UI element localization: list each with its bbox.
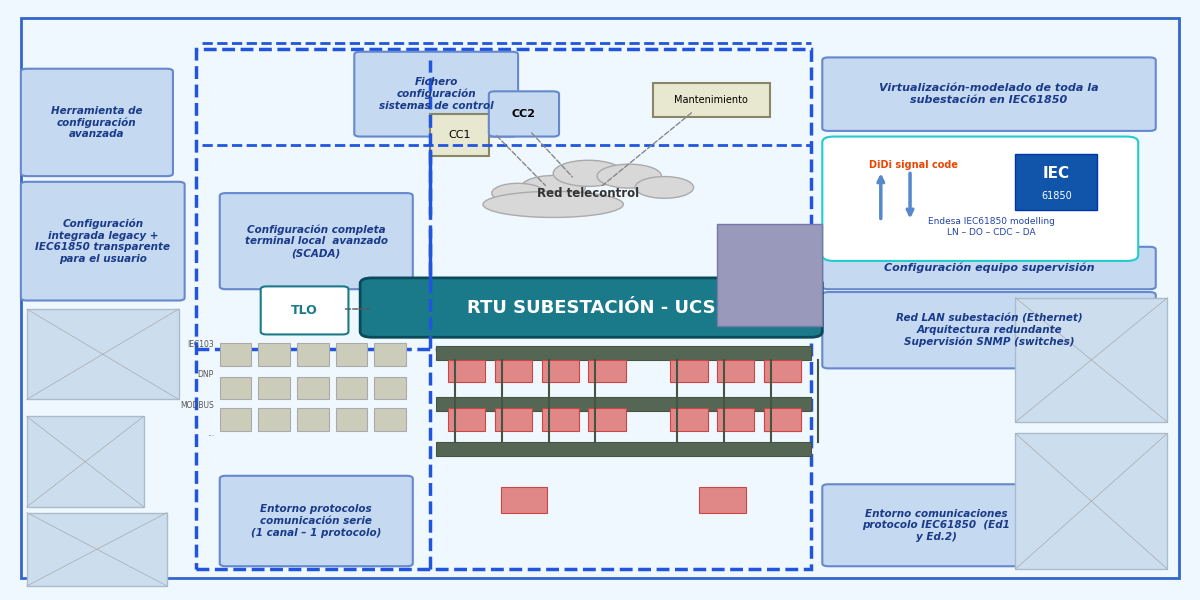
Bar (500, 487, 547, 512)
Text: ...: ... (206, 429, 214, 438)
Bar (718, 408, 755, 431)
Bar (220, 377, 251, 400)
Bar (220, 343, 251, 365)
Text: CC2: CC2 (512, 109, 536, 119)
Ellipse shape (598, 164, 661, 188)
Bar (220, 408, 251, 431)
Text: Red telecontrol: Red telecontrol (538, 187, 640, 200)
Bar (764, 360, 802, 382)
Bar (258, 343, 290, 365)
Bar (26, 512, 167, 586)
Bar (718, 224, 822, 326)
Text: Configuración
integrada legacy +
IEC61850 transparente
para el usuario: Configuración integrada legacy + IEC6185… (35, 218, 170, 264)
Bar (336, 343, 367, 365)
FancyBboxPatch shape (360, 278, 822, 337)
Text: Entorno protocolos
comunicación serie
(1 canal – 1 protocolo): Entorno protocolos comunicación serie (1… (251, 505, 382, 538)
Bar (588, 360, 625, 382)
FancyBboxPatch shape (354, 52, 518, 137)
Text: TLO: TLO (292, 304, 318, 317)
Text: DNP: DNP (198, 370, 214, 379)
Bar (448, 360, 485, 382)
FancyBboxPatch shape (220, 476, 413, 566)
Bar (336, 377, 367, 400)
Text: Herramienta de
configuración
avanzada: Herramienta de configuración avanzada (52, 106, 143, 139)
Text: Entorno comunicaciones
protocolo IEC61850  (Ed1
y Ed.2): Entorno comunicaciones protocolo IEC6185… (863, 509, 1010, 542)
FancyBboxPatch shape (822, 247, 1156, 289)
Bar (764, 408, 802, 431)
Bar (437, 346, 811, 360)
Bar (1015, 433, 1168, 569)
Bar (671, 360, 708, 382)
Bar (258, 377, 290, 400)
Bar (258, 408, 290, 431)
Bar (26, 416, 144, 507)
Bar (718, 360, 755, 382)
FancyBboxPatch shape (488, 91, 559, 137)
Text: Fichero
configuración
sistemas de control: Fichero configuración sistemas de contro… (379, 77, 493, 111)
Text: 61850: 61850 (1040, 191, 1072, 201)
Text: IEC: IEC (1043, 166, 1070, 181)
Bar (197, 49, 811, 569)
Bar (494, 360, 532, 382)
Bar (448, 408, 485, 431)
Bar (764, 360, 802, 382)
Bar (494, 408, 532, 431)
FancyBboxPatch shape (20, 182, 185, 301)
Text: Configuración equipo supervisión: Configuración equipo supervisión (883, 263, 1094, 273)
FancyBboxPatch shape (220, 193, 413, 289)
Text: Endesa IEC61850 modelling
LN – DO – CDC – DA: Endesa IEC61850 modelling LN – DO – CDC … (928, 217, 1055, 237)
Bar (431, 114, 488, 157)
Text: Configuración completa
terminal local  avanzado
(SCADA): Configuración completa terminal local av… (245, 224, 388, 258)
Bar (336, 408, 367, 431)
Bar (26, 309, 179, 400)
Bar (700, 487, 746, 512)
Bar (296, 343, 329, 365)
Bar (1015, 298, 1168, 422)
FancyBboxPatch shape (20, 69, 173, 176)
FancyBboxPatch shape (822, 484, 1050, 566)
Text: MODBUS: MODBUS (180, 401, 214, 410)
Bar (296, 377, 329, 400)
Ellipse shape (553, 160, 624, 187)
Ellipse shape (482, 191, 624, 217)
Bar (671, 408, 708, 431)
Bar (764, 408, 802, 431)
Ellipse shape (492, 184, 545, 203)
Text: IEC103: IEC103 (187, 340, 214, 349)
Bar (437, 442, 811, 456)
Bar (1015, 154, 1097, 210)
Text: Mantenimiento: Mantenimiento (674, 95, 748, 105)
Ellipse shape (521, 175, 586, 199)
Text: DiDi signal code: DiDi signal code (869, 160, 958, 170)
Bar (653, 83, 769, 117)
Bar (296, 408, 329, 431)
FancyBboxPatch shape (822, 58, 1156, 131)
Bar (437, 397, 811, 411)
Text: Red LAN subestación (Ethernet)
Arquitectura redundante
Supervisión SNMP (switche: Red LAN subestación (Ethernet) Arquitect… (895, 313, 1082, 347)
FancyBboxPatch shape (822, 292, 1156, 368)
Bar (374, 408, 406, 431)
Bar (541, 408, 578, 431)
Text: RTU SUBESTACIÓN - UCS: RTU SUBESTACIÓN - UCS (467, 299, 715, 317)
Ellipse shape (635, 176, 694, 199)
Text: CC1: CC1 (449, 130, 470, 140)
Bar (541, 360, 578, 382)
FancyBboxPatch shape (822, 137, 1139, 261)
Text: Virtualización-modelado de toda la
subestación en IEC61850: Virtualización-modelado de toda la subes… (880, 83, 1099, 105)
FancyBboxPatch shape (260, 286, 348, 334)
Bar (374, 343, 406, 365)
Bar (588, 408, 625, 431)
Bar (374, 377, 406, 400)
